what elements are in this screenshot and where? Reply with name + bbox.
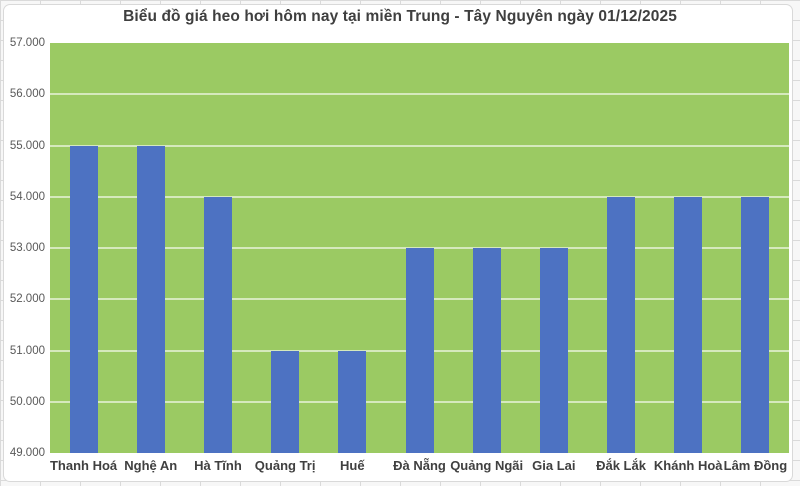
- x-tick-label: Khánh Hoà: [653, 458, 723, 473]
- bar: [539, 248, 568, 453]
- bar: [69, 145, 98, 453]
- x-tick-label: Quảng Trị: [254, 458, 316, 473]
- y-tick-label: 52.000: [9, 293, 45, 306]
- x-tick-label: Nghệ An: [124, 458, 178, 473]
- bar: [136, 145, 165, 453]
- x-tick-label: Lâm Đồng: [723, 458, 788, 473]
- x-tick-label: Quảng Ngãi: [450, 458, 524, 473]
- bar: [472, 248, 501, 453]
- x-tick-label: Đà Nẵng: [393, 458, 446, 473]
- y-tick-label: 49.000: [9, 447, 45, 459]
- x-tick-label: Huế: [340, 458, 365, 473]
- gridline: [50, 93, 789, 96]
- bar: [607, 196, 636, 453]
- y-tick-label: 55.000: [9, 139, 45, 152]
- x-tick-label: Hà Tĩnh: [194, 458, 242, 473]
- chart-title: Biểu đồ giá heo hơi hôm nay tại miền Tru…: [123, 8, 677, 25]
- bar: [271, 350, 300, 453]
- y-tick-label: 51.000: [9, 344, 45, 357]
- x-tick-label: Gia Lai: [532, 458, 576, 473]
- plot-area: [50, 43, 789, 453]
- y-tick-label: 54.000: [9, 190, 45, 203]
- bar: [741, 196, 770, 453]
- bar: [203, 196, 232, 453]
- y-tick-label: 57.000: [9, 37, 45, 49]
- x-tick-label: Thanh Hoá: [49, 458, 118, 473]
- bar: [405, 248, 434, 453]
- x-tick-label: Đắk Lắk: [596, 458, 646, 473]
- y-tick-label: 53.000: [9, 242, 45, 254]
- y-tick-label: 56.000: [9, 88, 45, 101]
- x-axis: Thanh Hoá Nghệ An Hà Tĩnh Quảng Trị Huế Đà Nẵ…: [50, 458, 789, 478]
- gridline: [50, 144, 789, 147]
- y-axis: 57.000 56.000 55.000 54.000 53.000 52.000 51.0…: [0, 37, 45, 459]
- y-tick-label: 50.000: [9, 395, 45, 408]
- gridline: [50, 195, 789, 198]
- bar: [338, 350, 367, 453]
- bar: [674, 196, 703, 453]
